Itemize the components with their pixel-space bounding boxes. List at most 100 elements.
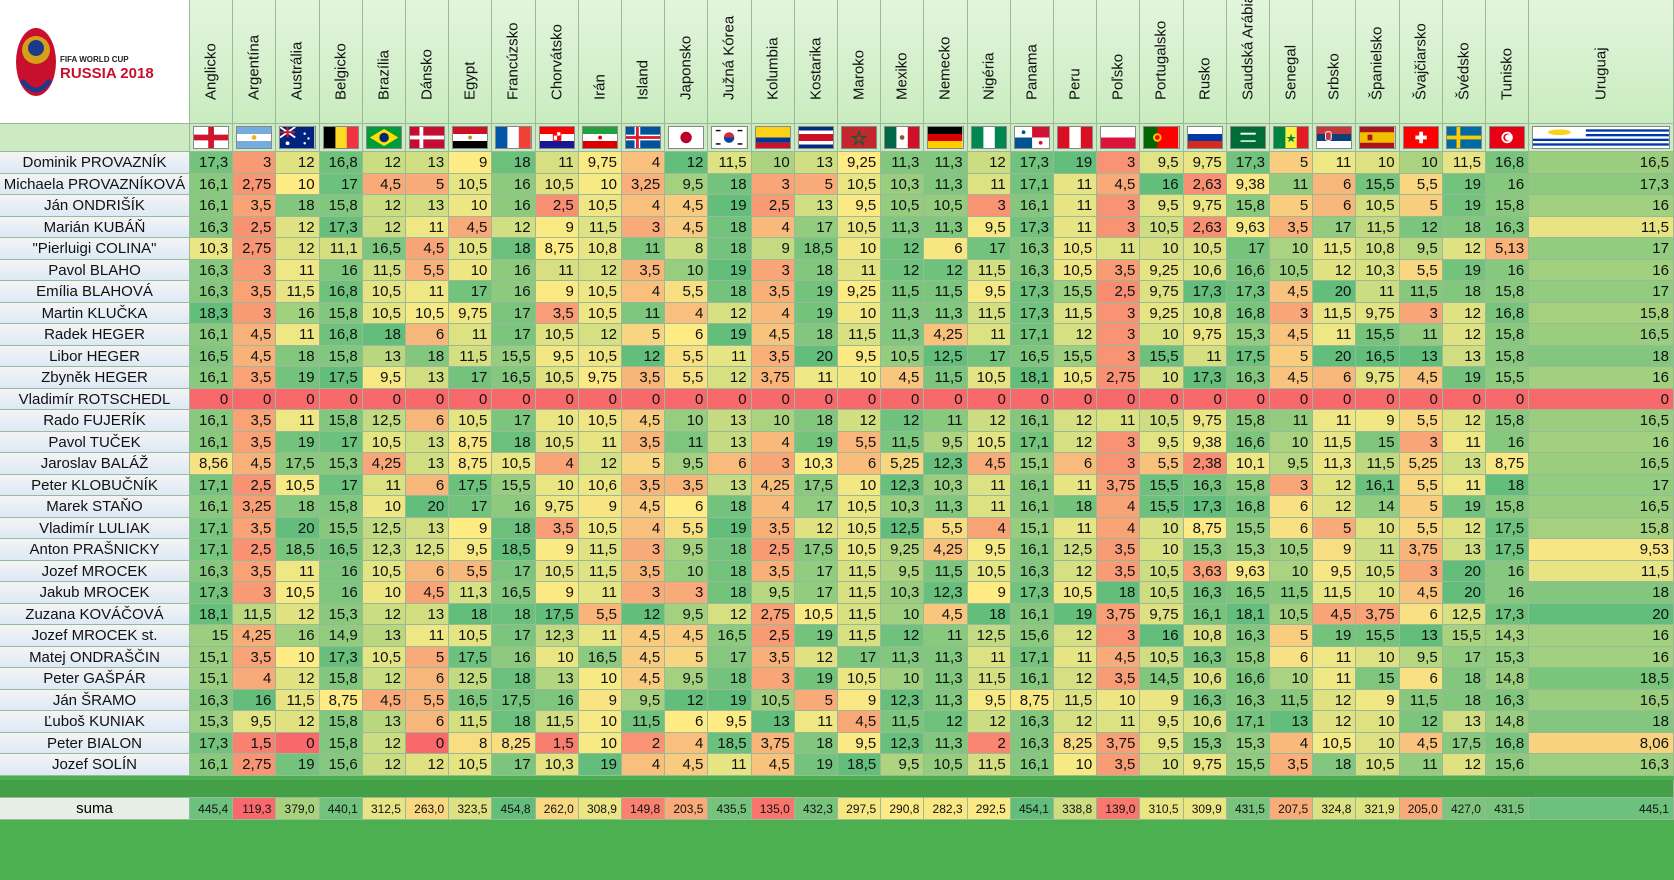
score-cell: 1,5 [535,732,579,754]
score-cell: 13 [1270,711,1314,733]
score-cell: 2,5 [233,216,277,238]
flag-cell-switzerland [1399,124,1443,152]
score-cell: 0 [1270,388,1314,410]
score-cell: 9 [535,582,579,604]
score-cell: 10,5 [276,474,320,496]
score-cell: 0 [881,388,925,410]
score-cell: 4,5 [665,754,709,776]
country-header-australia: Austrália [276,0,320,124]
score-cell: 19 [794,625,838,647]
score-cell: 19 [708,689,752,711]
sum-cell: 262,0 [535,798,579,820]
sum-cell: 431,5 [1486,798,1530,820]
score-cell: 11,5 [924,281,968,303]
score-cell: 10,3 [794,453,838,475]
score-cell: 9,5 [1140,732,1184,754]
score-cell: 18 [1054,496,1098,518]
score-cell: 9,63 [1226,560,1270,582]
sum-cell: 292,5 [967,798,1011,820]
country-name: Kolumbia [764,37,782,100]
score-cell: 0 [708,388,752,410]
score-cell: 10 [535,410,579,432]
score-cell: 16 [276,625,320,647]
score-cell: 10,5 [535,367,579,389]
score-cell: 10,5 [1054,367,1098,389]
score-cell: 11 [535,152,579,174]
score-cell: 10 [276,646,320,668]
score-cell: 15,5 [1054,345,1098,367]
score-cell: 16,3 [1010,711,1054,733]
score-cell: 0 [449,388,493,410]
score-cell: 10,5 [1140,582,1184,604]
sum-cell: 435,5 [708,798,752,820]
score-cell: 6 [406,324,450,346]
score-cell: 4 [1270,732,1314,754]
score-cell: 3 [1097,324,1141,346]
score-cell: 5,5 [406,689,450,711]
flag-cell-uruguay [1529,124,1674,152]
score-cell: 13 [362,345,406,367]
score-cell: 3 [622,216,666,238]
score-cell: 11,5 [1399,281,1443,303]
sum-cell: 205,0 [1399,798,1443,820]
score-cell: 9,5 [881,754,925,776]
score-cell: 15,3 [1183,732,1227,754]
score-cell: 3,5 [751,560,795,582]
score-cell: 19 [1442,367,1486,389]
country-header-denmark: Dánsko [406,0,450,124]
player-name: "Pierluigi COLINA" [0,238,190,260]
score-cell: 3 [1097,345,1141,367]
score-cell: 9,5 [665,603,709,625]
score-cell: 12 [665,689,709,711]
score-cell: 5 [622,453,666,475]
score-cell: 0 [1183,388,1227,410]
score-cell: 12,5 [881,517,925,539]
score-cell: 9,25 [838,152,882,174]
logo-cell: FIFA WORLD CUP RUSSIA 2018 [0,0,190,124]
score-cell: 18 [276,195,320,217]
score-cell: 4,5 [1399,582,1443,604]
score-cell: 3,5 [622,367,666,389]
score-cell: 11,5 [838,625,882,647]
sum-cell: 440,1 [319,798,363,820]
score-cell: 9,5 [1140,431,1184,453]
score-cell: 16,3 [1010,238,1054,260]
sum-cell: 454,8 [492,798,536,820]
score-cell: 14 [1356,496,1400,518]
score-cell: 3,25 [233,496,277,518]
score-cell: 11,5 [967,668,1011,690]
player-name: Peter BIALON [0,732,190,754]
score-cell: 11 [1270,410,1314,432]
score-cell: 3,75 [1097,603,1141,625]
score-cell: 16,8 [1486,302,1530,324]
score-cell: 12,3 [881,732,925,754]
score-cell: 15,8 [1226,195,1270,217]
score-cell: 5,5 [1399,410,1443,432]
score-cell: 16,1 [190,496,234,518]
country-header-poland: Poľsko [1097,0,1141,124]
switzerland-flag-icon [1402,126,1439,149]
score-cell: 19 [794,302,838,324]
score-cell: 15,1 [1010,453,1054,475]
country-name: Maroko [850,49,868,100]
score-cell: 20 [406,496,450,518]
score-cell: 9,38 [1183,431,1227,453]
score-cell: 9 [1313,539,1357,561]
score-cell: 5 [1399,496,1443,518]
country-name: Švajčiarsko [1412,23,1430,100]
score-cell: 9 [967,582,1011,604]
score-cell: 10,3 [1356,259,1400,281]
score-cell: 17,3 [1529,173,1674,195]
flag-cell-saudi [1226,124,1270,152]
score-cell: 0 [1442,388,1486,410]
score-cell: 16,6 [1226,259,1270,281]
score-cell: 18 [708,238,752,260]
score-cell: 16,3 [1183,474,1227,496]
score-cell: 6 [406,711,450,733]
score-cell: 11,5 [1270,689,1314,711]
score-cell: 16,5 [492,367,536,389]
score-cell: 11,5 [1054,689,1098,711]
country-header-nigeria: Nigéria [967,0,1011,124]
score-cell: 18 [492,603,536,625]
score-cell: 20 [1442,582,1486,604]
